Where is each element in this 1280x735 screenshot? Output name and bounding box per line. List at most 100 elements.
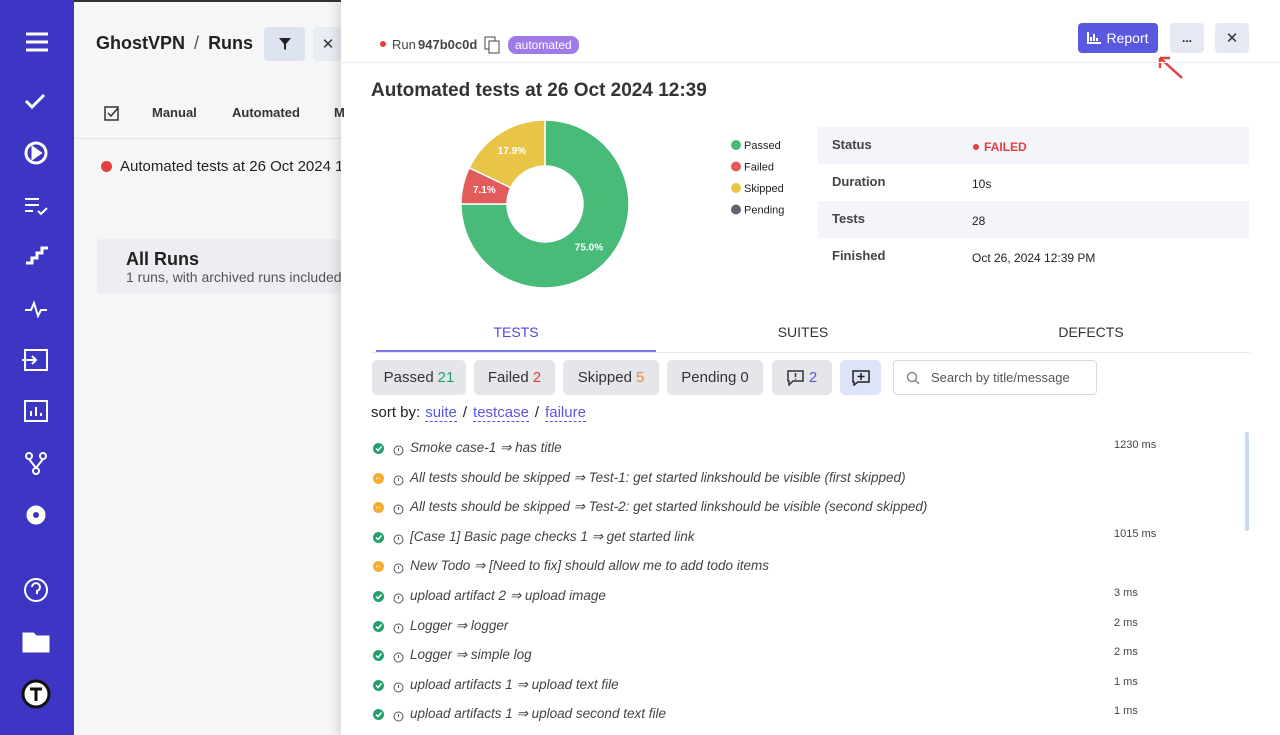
sort-option[interactable]: failure	[545, 404, 586, 422]
search-box[interactable]: Search by title/message	[893, 360, 1097, 395]
test-title[interactable]: upload artifacts 1 ⇒ upload text file	[410, 676, 619, 692]
nav-settings[interactable]	[26, 505, 46, 525]
sort-label: sort by:	[371, 404, 421, 421]
status-dot	[973, 144, 979, 150]
test-title[interactable]: Smoke case-1 ⇒ has title	[410, 440, 562, 455]
info-icon[interactable]	[393, 473, 404, 491]
nav-steps[interactable]	[26, 246, 48, 265]
nav-branch[interactable]	[25, 452, 47, 475]
sort-option[interactable]: testcase	[473, 404, 529, 422]
legend-marker	[731, 204, 741, 215]
pie-slice	[460, 119, 630, 289]
info-icon[interactable]	[393, 680, 404, 698]
filter-label: Passed	[383, 369, 434, 386]
filter-button[interactable]: Pending 0	[667, 360, 763, 395]
info-icon[interactable]	[393, 561, 404, 579]
scrollbar[interactable]	[1245, 432, 1249, 531]
test-title[interactable]: [Case 1] Basic page checks 1 ⇒ get start…	[410, 528, 695, 544]
more-button[interactable]: ...	[1170, 23, 1204, 53]
filter-button[interactable]: Passed 21	[372, 360, 466, 395]
filter-count: 2	[532, 369, 542, 386]
tab[interactable]: DEFECTS	[1058, 324, 1124, 340]
filter-label: Failed	[487, 369, 529, 386]
run-id: 947b0c0d	[418, 37, 478, 52]
divider	[341, 62, 1280, 63]
tab-underline	[376, 350, 656, 352]
status-icon	[373, 472, 384, 484]
legend-marker	[731, 183, 741, 193]
test-title[interactable]: All tests should be skipped ⇒ Test-2: ge…	[410, 499, 928, 515]
comments-filter[interactable]: 2	[772, 360, 832, 395]
nav-pulse[interactable]	[25, 300, 47, 319]
nav-help[interactable]	[24, 578, 48, 602]
info-icon[interactable]	[393, 532, 404, 550]
info-icon[interactable]	[393, 502, 404, 520]
nav-analytics[interactable]	[24, 400, 48, 422]
info-icon[interactable]	[393, 591, 404, 609]
tab[interactable]: SUITES	[777, 324, 829, 340]
legend-label: Passed	[744, 140, 781, 152]
filter-button[interactable]: Skipped 5	[563, 360, 659, 395]
run-title: Automated tests at 26 Oct 2024 12:39	[371, 80, 707, 101]
filter-button[interactable]	[264, 27, 305, 61]
status-icon	[373, 620, 384, 632]
sort-separator: /	[534, 404, 540, 421]
type-badge: automated	[508, 36, 579, 54]
filter-count: 21	[437, 369, 455, 386]
menu-icon[interactable]	[26, 32, 48, 52]
filter-button[interactable]: Failed 2	[474, 360, 555, 395]
logo[interactable]	[21, 679, 51, 709]
nav-plans[interactable]	[25, 198, 48, 216]
status-icon	[373, 502, 384, 514]
test-time: 1015 ms	[1114, 527, 1157, 540]
tab[interactable]: TESTS	[493, 324, 539, 340]
info-icon[interactable]	[393, 443, 404, 461]
status-icon	[373, 679, 384, 691]
test-title[interactable]: upload artifact 2 ⇒ upload image	[410, 588, 606, 603]
summary-key: Tests	[832, 211, 865, 226]
group-subtitle: 1 runs, with archived runs included	[126, 269, 342, 285]
page-name: Runs	[208, 33, 254, 53]
summary-key: Duration	[832, 174, 886, 189]
test-time: 1 ms	[1114, 705, 1138, 718]
sort-option[interactable]: suite	[425, 404, 457, 422]
run-item[interactable]: Automated tests at 26 Oct 2024 12:39	[120, 158, 373, 175]
report-button[interactable]: Report	[1078, 23, 1158, 53]
sort-bar: sort by: suite / testcase / failure	[371, 404, 586, 422]
test-title[interactable]: upload artifacts 1 ⇒ upload second text …	[410, 706, 666, 722]
summary-key: Finished	[832, 248, 886, 263]
test-time: 2 ms	[1114, 646, 1138, 659]
info-icon[interactable]	[393, 650, 404, 668]
summary-value: 10s	[972, 177, 992, 191]
legend-marker	[731, 140, 741, 150]
breadcrumb: GhostVPN / Runs	[96, 33, 253, 54]
summary-row	[818, 127, 1249, 164]
left-tab[interactable]: M	[334, 105, 345, 120]
left-tab[interactable]: Automated	[232, 105, 300, 120]
slice-label: 17.9%	[498, 146, 526, 157]
summary-row	[818, 238, 1249, 275]
add-comment-filter[interactable]	[840, 360, 881, 395]
test-title[interactable]: All tests should be skipped ⇒ Test-1: ge…	[410, 469, 906, 485]
project-name[interactable]: GhostVPN	[96, 33, 186, 53]
test-title[interactable]: Logger ⇒ logger	[410, 617, 509, 633]
left-tab[interactable]: Manual	[152, 105, 197, 120]
search-placeholder: Search by title/message	[931, 370, 1070, 385]
test-time: 1 ms	[1114, 675, 1138, 688]
info-icon[interactable]	[393, 709, 404, 727]
info-icon[interactable]	[393, 621, 404, 639]
nav-projects[interactable]	[22, 632, 50, 653]
run-group[interactable]	[97, 239, 341, 294]
tab-divider	[371, 352, 1250, 353]
nav-check[interactable]	[24, 93, 46, 110]
select-icon[interactable]	[103, 104, 121, 122]
status-icon	[373, 591, 384, 602]
nav-import[interactable]	[22, 349, 48, 371]
run-label: Run	[392, 37, 416, 52]
test-title[interactable]: New Todo ⇒ [Need to fix] should allow me…	[410, 558, 770, 574]
test-title[interactable]: Logger ⇒ simple log	[410, 647, 532, 663]
close-button[interactable]: ✕	[1215, 23, 1249, 53]
copy-icon[interactable]	[484, 36, 500, 54]
nav-runs[interactable]	[24, 141, 48, 165]
close-left[interactable]: ✕	[313, 27, 343, 61]
